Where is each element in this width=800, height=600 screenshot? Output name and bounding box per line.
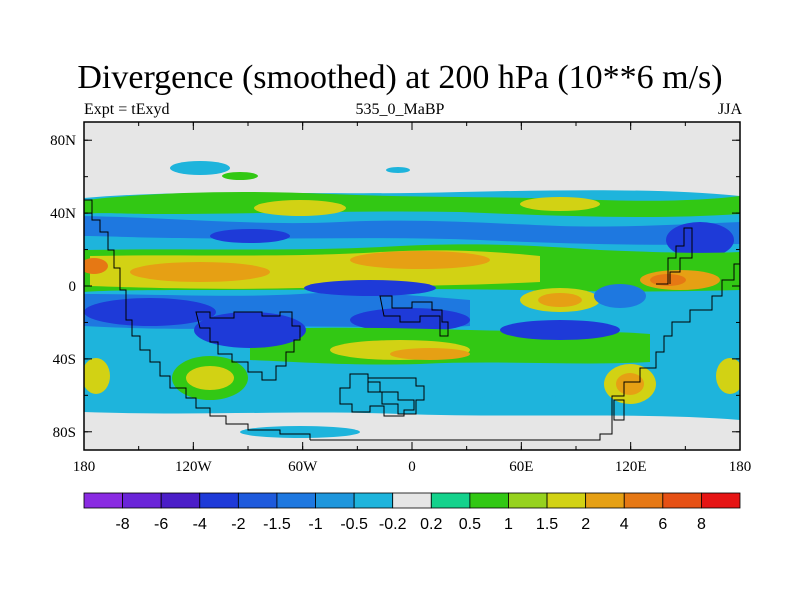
field-equatorial-deep-blue [84,298,216,326]
colorbar-swatch [623,492,664,509]
field-arctic-lightblue-2 [386,167,410,173]
colorbar-swatch [122,492,162,509]
field-equatorial-deep-blue-2 [304,280,436,296]
coastline-americas [84,199,311,440]
colorbar-label: 0.5 [459,516,481,533]
x-tick-label: 0 [408,459,416,475]
colorbar-label: 4 [620,516,629,533]
field-north-deep-blue [210,229,290,243]
field-southern-east-yellow [716,358,740,394]
case-label: 535_0_MaBP [355,101,445,118]
y-axis: 80N 40N 0 40S 80S [50,133,740,441]
coastline-south-america [195,311,301,381]
coastline-antarctica [310,263,740,441]
field-west-red-blob [84,258,108,274]
colorbar-swatch [199,492,239,509]
coastline-asia [656,227,693,285]
field-north-yellow-blob-2 [520,197,600,211]
field-southern-lightblue [400,384,480,408]
x-tick-label: 60E [509,459,533,475]
colorbar-swatch [585,492,625,509]
field-tropical-orange-blob [130,262,270,282]
field-south-deep-blue-2 [500,320,620,340]
coastline-africa [379,295,449,337]
coastline-australia [613,399,625,421]
colorbar-label: 6 [658,516,667,533]
x-tick-label: 120W [175,459,213,475]
y-tick-label: 0 [69,279,77,295]
field-far-south-lightblue-2 [480,392,560,408]
colorbar: -8 -6 -4 -2 -1.5 -1 -0.5 -0.2 0.2 0.5 1 1.5 2 4 6 8 [83,492,741,533]
colorbar-label: 1.5 [536,516,558,533]
experiment-label: Expt = tExyd [84,101,170,118]
colorbar-swatch [469,492,509,509]
colorbar-label: -1.5 [263,516,291,533]
colorbar-swatch [392,492,432,509]
colorbar-swatch [430,492,471,509]
field-north-green-band [84,192,740,218]
field-east-deep-blue [666,222,734,258]
colorbar-swatch [546,492,587,509]
field-north-yellow-blob [254,200,346,216]
x-tick-label: 180 [729,459,752,475]
colorbar-swatch [508,492,548,509]
y-tick-label: 80N [50,133,76,149]
chart-title: Divergence (smoothed) at 200 hPa (10**6 … [77,59,723,96]
colorbar-label: 8 [697,516,706,533]
field-arctic-lightblue [170,161,230,175]
coastlines [84,199,740,441]
y-tick-label: 40S [53,352,76,368]
field-south-orange-blob-2 [538,293,582,307]
field-south-orange-blob [390,348,470,360]
colorbar-swatch [237,492,278,509]
colorbar-label: -0.5 [340,516,368,533]
colorbar-swatch [662,492,702,509]
colorbar-swatch [160,492,201,509]
colorbar-label: 0.2 [420,516,442,533]
colorbar-swatch [315,492,355,509]
colorbar-label: -1 [308,516,322,533]
colorbar-swatch [353,492,394,509]
coastline-antarctica-inner [339,373,415,417]
field-far-south-lightblue [240,426,360,438]
x-axis: 180 120W 60W 0 60E 120E 180 [73,122,752,475]
field-southern-yellow-blob [186,366,234,390]
field-south-east-blue [594,284,646,308]
y-tick-label: 80S [53,425,76,441]
season-label: JJA [717,101,742,118]
field-southern-west-yellow [84,358,110,394]
colorbar-swatch [276,492,316,509]
colorbar-label: -6 [154,516,168,533]
colorbar-swatch [701,492,741,509]
x-tick-label: 60W [288,459,318,475]
x-tick-label: 120E [615,459,647,475]
y-tick-label: 40N [50,206,76,222]
colorbar-label: -2 [231,516,245,533]
colorbar-label: -8 [115,516,129,533]
field-tropical-orange-blob-2 [350,251,490,269]
divergence-field [84,161,740,438]
map-plot-area [84,122,740,450]
field-south-deep-blue [194,312,306,348]
colorbar-label: 1 [504,516,513,533]
coastline-ellipse-south [367,377,425,415]
colorbar-swatch [83,492,123,509]
x-tick-label: 180 [73,459,96,475]
colorbar-label: -4 [193,516,207,533]
colorbar-label: 2 [581,516,590,533]
field-southern-orange-blob [616,373,644,395]
field-arctic-green [222,172,258,180]
colorbar-label: -0.2 [379,516,407,533]
